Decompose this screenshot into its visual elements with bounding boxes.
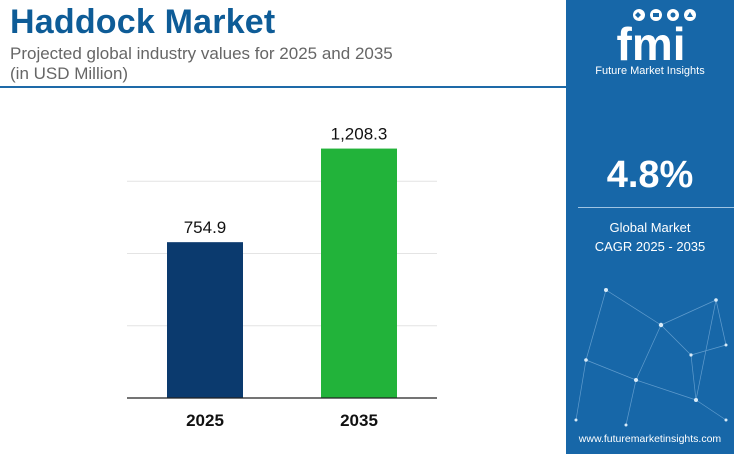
bar-2035: [321, 148, 397, 398]
logo-icons: [633, 9, 696, 21]
page-title: Haddock Market: [10, 3, 276, 41]
cagr-panel: fmi Future Market Insights 4.8% Global M…: [566, 0, 734, 454]
subtitle-line-1: Projected global industry values for 202…: [10, 44, 393, 63]
bar-chart: 754.9 2025 1,208.3 2035: [127, 125, 437, 430]
value-label-2025: 754.9: [184, 218, 227, 237]
brand-name: Future Market Insights: [595, 65, 705, 77]
cagr-label-line-1: Global Market: [609, 220, 691, 235]
fmi-logo: fmi: [617, 9, 696, 64]
website-link[interactable]: www.futuremarketinsights.com: [578, 433, 722, 445]
bar-2025: [167, 242, 243, 398]
category-label-2025: 2025: [186, 411, 224, 430]
value-label-2035: 1,208.3: [331, 125, 388, 144]
cagr-value: 4.8%: [606, 154, 694, 196]
subtitle-line-2: (in USD Million): [10, 64, 129, 83]
category-label-2035: 2035: [340, 411, 378, 430]
network-graphic: [574, 288, 728, 427]
page-subtitle: Projected global industry values for 202…: [10, 44, 555, 84]
cagr-label-line-2: CAGR 2025 - 2035: [594, 239, 706, 254]
logo-text: fmi: [617, 18, 686, 64]
cagr-label: Global Market CAGR 2025 - 2035: [566, 218, 734, 256]
cagr-divider: [578, 207, 734, 208]
header-divider: [0, 86, 566, 88]
